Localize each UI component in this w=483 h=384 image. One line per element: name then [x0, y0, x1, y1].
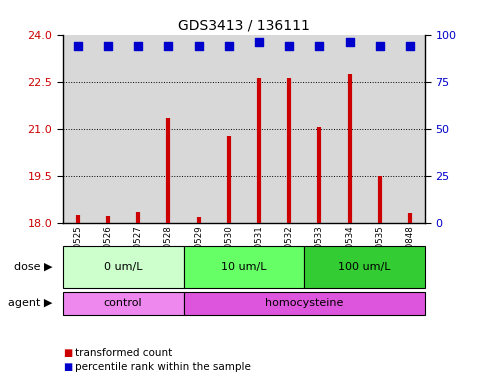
Text: control: control — [104, 298, 142, 308]
Point — [406, 43, 414, 49]
Bar — [184, 246, 304, 288]
Bar — [395, 35, 425, 223]
Point — [225, 43, 233, 49]
Bar — [334, 35, 365, 223]
Bar — [184, 35, 213, 223]
Text: 0 um/L: 0 um/L — [104, 262, 142, 272]
Point — [376, 43, 384, 49]
Point — [134, 43, 142, 49]
Bar — [123, 35, 154, 223]
Bar — [213, 35, 244, 223]
Point — [104, 43, 112, 49]
Point — [346, 39, 354, 45]
Bar — [63, 292, 184, 315]
Bar — [304, 246, 425, 288]
Text: ■: ■ — [63, 348, 72, 358]
Title: GDS3413 / 136111: GDS3413 / 136111 — [178, 18, 310, 32]
Point — [195, 43, 202, 49]
Bar — [274, 35, 304, 223]
Bar — [93, 35, 123, 223]
Text: transformed count: transformed count — [75, 348, 172, 358]
Text: 100 um/L: 100 um/L — [339, 262, 391, 272]
Point — [315, 43, 323, 49]
Point — [285, 43, 293, 49]
Text: agent ▶: agent ▶ — [8, 298, 52, 308]
Text: homocysteine: homocysteine — [265, 298, 343, 308]
Bar — [365, 35, 395, 223]
Point — [74, 43, 82, 49]
Point — [255, 39, 263, 45]
Text: 10 um/L: 10 um/L — [221, 262, 267, 272]
Bar — [63, 35, 93, 223]
Text: percentile rank within the sample: percentile rank within the sample — [75, 362, 251, 372]
Bar — [244, 35, 274, 223]
Text: ■: ■ — [63, 362, 72, 372]
Bar — [304, 35, 334, 223]
Bar — [184, 292, 425, 315]
Bar — [63, 246, 184, 288]
Point — [165, 43, 172, 49]
Bar — [154, 35, 184, 223]
Text: dose ▶: dose ▶ — [14, 262, 52, 272]
